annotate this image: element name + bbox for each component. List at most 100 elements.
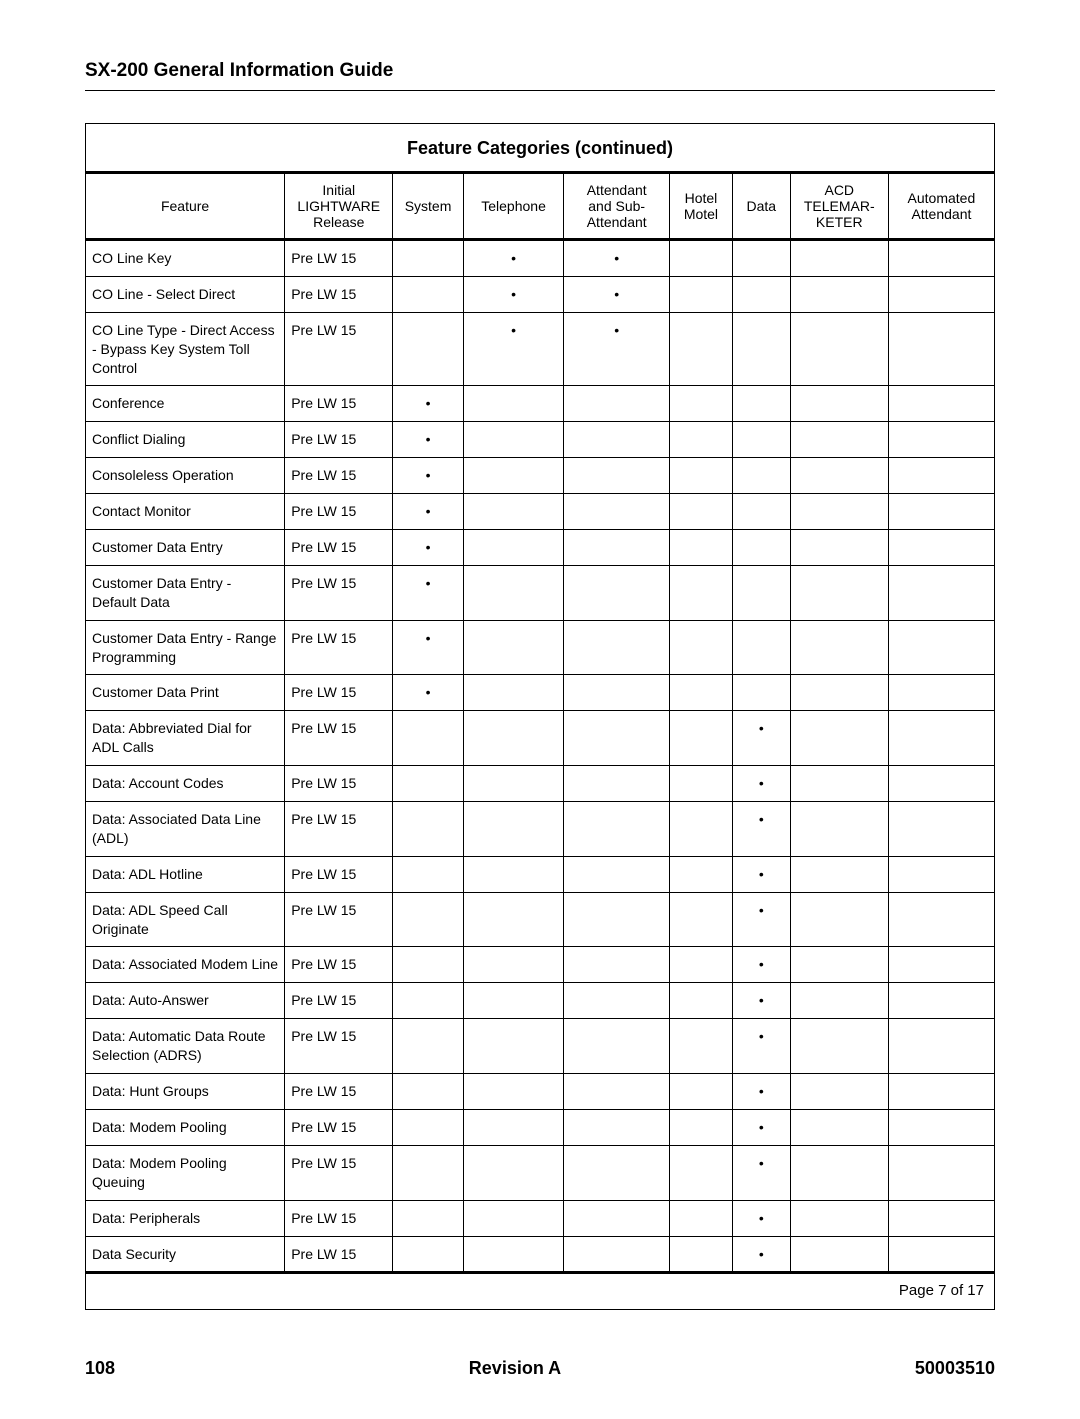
cell-telephone — [463, 386, 564, 422]
cell-feature: Data: Account Codes — [86, 766, 285, 802]
cell-data — [732, 276, 790, 312]
cell-system — [393, 1074, 463, 1110]
cell-auto — [888, 947, 994, 983]
cell-system — [393, 1019, 463, 1074]
cell-acd — [790, 947, 888, 983]
cell-attendant — [564, 1074, 670, 1110]
cell-system: • — [393, 675, 463, 711]
column-header-hotel: HotelMotel — [670, 173, 733, 240]
dot-icon: • — [759, 902, 764, 918]
cell-acd — [790, 240, 888, 277]
cell-auto — [888, 856, 994, 892]
cell-release: Pre LW 15 — [285, 802, 393, 857]
table-row: CO Line Type - Direct Access - Bypass Ke… — [86, 312, 994, 386]
table-head: FeatureInitialLIGHTWAREReleaseSystemTele… — [86, 173, 994, 240]
cell-system: • — [393, 565, 463, 620]
cell-system — [393, 276, 463, 312]
cell-data: • — [732, 1019, 790, 1074]
cell-acd — [790, 312, 888, 386]
cell-telephone — [463, 711, 564, 766]
cell-system — [393, 312, 463, 386]
cell-acd — [790, 1200, 888, 1236]
dot-icon: • — [511, 250, 516, 266]
dot-icon: • — [759, 956, 764, 972]
cell-telephone — [463, 620, 564, 675]
cell-auto — [888, 1074, 994, 1110]
cell-release: Pre LW 15 — [285, 620, 393, 675]
cell-telephone — [463, 1019, 564, 1074]
cell-data — [732, 675, 790, 711]
dot-icon: • — [426, 431, 431, 447]
column-header-system: System — [393, 173, 463, 240]
cell-acd — [790, 1236, 888, 1273]
cell-telephone — [463, 983, 564, 1019]
cell-hotel — [670, 802, 733, 857]
cell-feature: Data: Modem Pooling Queuing — [86, 1145, 285, 1200]
cell-acd — [790, 494, 888, 530]
table-row: Data: Associated Data Line (ADL)Pre LW 1… — [86, 802, 994, 857]
cell-data — [732, 458, 790, 494]
dot-icon: • — [759, 811, 764, 827]
cell-release: Pre LW 15 — [285, 1236, 393, 1273]
cell-data: • — [732, 802, 790, 857]
page-number: 108 — [85, 1358, 115, 1379]
cell-acd — [790, 1145, 888, 1200]
cell-feature: Customer Data Print — [86, 675, 285, 711]
cell-telephone — [463, 1109, 564, 1145]
cell-system — [393, 947, 463, 983]
cell-acd — [790, 1019, 888, 1074]
cell-release: Pre LW 15 — [285, 766, 393, 802]
cell-hotel — [670, 1200, 733, 1236]
cell-acd — [790, 675, 888, 711]
cell-attendant — [564, 892, 670, 947]
cell-feature: Data: ADL Hotline — [86, 856, 285, 892]
cell-telephone — [463, 422, 564, 458]
table-row: CO Line KeyPre LW 15•• — [86, 240, 994, 277]
column-header-feature: Feature — [86, 173, 285, 240]
cell-data: • — [732, 1109, 790, 1145]
cell-data: • — [732, 766, 790, 802]
dot-icon: • — [759, 720, 764, 736]
cell-acd — [790, 983, 888, 1019]
table-row: Data: Modem PoolingPre LW 15• — [86, 1109, 994, 1145]
cell-feature: Data: ADL Speed Call Originate — [86, 892, 285, 947]
cell-data: • — [732, 1200, 790, 1236]
cell-attendant: • — [564, 276, 670, 312]
document-title: SX-200 General Information Guide — [85, 60, 995, 91]
cell-data: • — [732, 1074, 790, 1110]
cell-hotel — [670, 892, 733, 947]
table-row: Customer Data Entry - Range ProgrammingP… — [86, 620, 994, 675]
cell-auto — [888, 1109, 994, 1145]
cell-system — [393, 802, 463, 857]
cell-hotel — [670, 620, 733, 675]
dot-icon: • — [759, 1155, 764, 1171]
cell-release: Pre LW 15 — [285, 494, 393, 530]
column-header-telephone: Telephone — [463, 173, 564, 240]
table-row: ConferencePre LW 15• — [86, 386, 994, 422]
table-row: Data: PeripheralsPre LW 15• — [86, 1200, 994, 1236]
cell-data — [732, 240, 790, 277]
cell-system — [393, 766, 463, 802]
cell-telephone — [463, 1200, 564, 1236]
cell-attendant — [564, 494, 670, 530]
cell-auto — [888, 620, 994, 675]
dot-icon: • — [511, 322, 516, 338]
revision: Revision A — [469, 1358, 561, 1379]
page: SX-200 General Information Guide Feature… — [0, 0, 1080, 1419]
cell-auto — [888, 422, 994, 458]
cell-data — [732, 422, 790, 458]
cell-release: Pre LW 15 — [285, 386, 393, 422]
cell-auto — [888, 276, 994, 312]
dot-icon: • — [614, 250, 619, 266]
cell-acd — [790, 856, 888, 892]
cell-hotel — [670, 565, 733, 620]
cell-data: • — [732, 947, 790, 983]
dot-icon: • — [614, 286, 619, 302]
cell-auto — [888, 983, 994, 1019]
cell-attendant — [564, 983, 670, 1019]
cell-auto — [888, 458, 994, 494]
cell-release: Pre LW 15 — [285, 422, 393, 458]
cell-hotel — [670, 1145, 733, 1200]
cell-release: Pre LW 15 — [285, 312, 393, 386]
feature-table: FeatureInitialLIGHTWAREReleaseSystemTele… — [86, 171, 994, 1274]
